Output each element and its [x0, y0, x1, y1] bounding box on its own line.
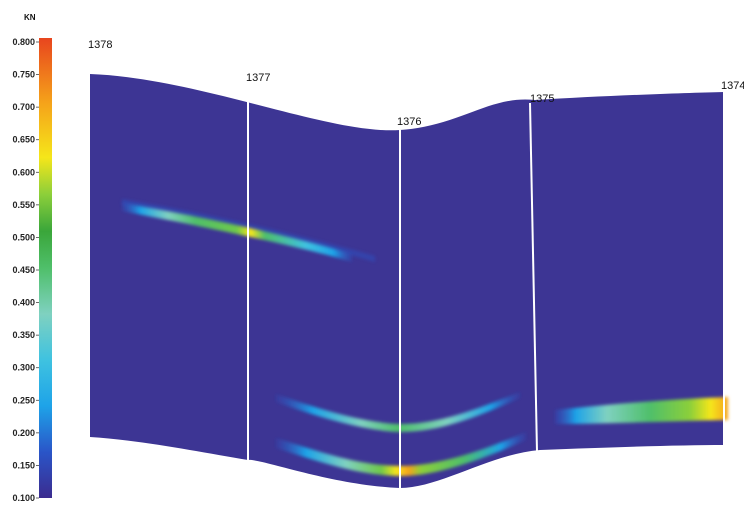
- colorbar-tick-label: 0.600: [12, 167, 35, 177]
- well-labels: 1378 1377 1376 1375 1374: [88, 39, 744, 128]
- cross-section: 1378 1377 1376 1375 1374: [88, 39, 744, 488]
- colorbar-tick-label: 0.100: [12, 493, 35, 503]
- colorbar-ticks: 0.800 0.750 0.700 0.650 0.600 0.550 0.500 0.450…: [12, 37, 39, 503]
- well-label-1376: 1376: [397, 116, 421, 128]
- colorbar-tick-label: 0.300: [12, 363, 35, 373]
- band-lower-middle-lower: [276, 432, 526, 476]
- colorbar-tick-label: 0.500: [12, 232, 35, 242]
- colorbar-tick-label: 0.550: [12, 200, 35, 210]
- colorbar-tick-label: 0.150: [12, 460, 35, 470]
- colorbar-tick-label: 0.400: [12, 298, 35, 308]
- well-label-1377: 1377: [246, 72, 270, 84]
- colorbar-tick-label: 0.350: [12, 330, 35, 340]
- force-bands: [122, 199, 728, 476]
- colorbar-tick-label: 0.700: [12, 102, 35, 112]
- band-lower-right: [555, 397, 728, 424]
- colorbar-tick-label: 0.800: [12, 37, 35, 47]
- colorbar-tick-label: 0.450: [12, 265, 35, 275]
- colorbar-unit-label: KN: [24, 13, 36, 22]
- colorbar-tick-label: 0.250: [12, 395, 35, 405]
- colorbar-tick-label: 0.200: [12, 428, 35, 438]
- well-label-1378: 1378: [88, 39, 112, 51]
- well-label-1374: 1374: [721, 80, 744, 92]
- band-lower-middle-upper: [276, 392, 520, 432]
- colorbar-tick-label: 0.750: [12, 70, 35, 80]
- well-line-1375: [529, 102, 538, 453]
- well-label-1375: 1375: [530, 93, 554, 105]
- well-lines: [247, 92, 725, 488]
- band-upper-left-core: [122, 203, 352, 262]
- colorbar-bar: [39, 38, 52, 498]
- colorbar-tick-label: 0.650: [12, 135, 35, 145]
- colorbar: KN 0.8000.7500.7000.6500.6000.5500.5000.…: [12, 13, 52, 503]
